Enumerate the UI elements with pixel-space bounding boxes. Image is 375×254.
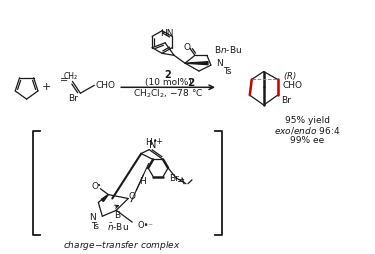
Text: B: B (114, 211, 120, 220)
Text: CHO: CHO (95, 81, 115, 90)
Text: Br: Br (280, 96, 291, 105)
Text: HN: HN (160, 29, 174, 38)
Text: Ts: Ts (92, 221, 99, 231)
Text: O: O (129, 192, 136, 201)
Text: 95% yield: 95% yield (285, 116, 330, 125)
Text: =: = (177, 176, 185, 186)
Text: $\it{charge{-}transfer\ complex}$: $\it{charge{-}transfer\ complex}$ (63, 239, 181, 252)
Polygon shape (185, 62, 208, 65)
Text: O•⁻: O•⁻ (137, 220, 153, 230)
Text: CHO: CHO (283, 81, 303, 90)
Text: •: • (98, 183, 101, 189)
Text: Ts: Ts (223, 67, 231, 75)
Text: Br: Br (169, 174, 179, 183)
Text: CH₂: CH₂ (63, 72, 78, 81)
Text: H: H (139, 178, 146, 186)
Text: O: O (92, 182, 99, 191)
Text: +: + (42, 82, 51, 92)
Text: ($R$): ($R$) (283, 70, 296, 83)
Text: $\it{exo/endo}$ 96:4: $\it{exo/endo}$ 96:4 (274, 125, 341, 136)
Text: 2: 2 (165, 71, 171, 81)
Text: Br: Br (69, 94, 78, 103)
Text: (10 mol%): (10 mol%) (145, 78, 192, 87)
Text: •+: •+ (153, 137, 164, 146)
Text: H: H (145, 138, 152, 147)
Text: =: = (60, 75, 69, 85)
Text: $\bar{n}$-Bu: $\bar{n}$-Bu (107, 220, 129, 232)
Text: 2: 2 (188, 78, 195, 88)
Text: O: O (183, 43, 190, 52)
Polygon shape (101, 195, 108, 201)
Text: B$n$-Bu: B$n$-Bu (214, 44, 242, 55)
Text: N: N (216, 59, 223, 68)
Text: 99% ee: 99% ee (290, 136, 325, 145)
Text: N: N (90, 213, 96, 222)
Text: N: N (150, 140, 157, 150)
Text: CH$_2$Cl$_2$, −78 °C: CH$_2$Cl$_2$, −78 °C (133, 88, 203, 100)
